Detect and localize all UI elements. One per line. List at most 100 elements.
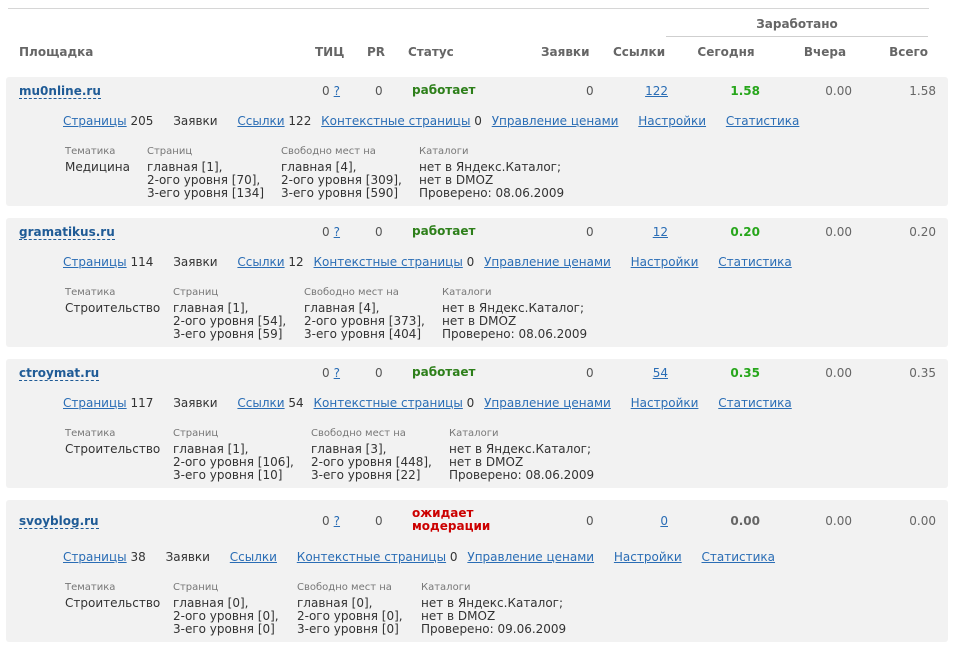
earned-divider (666, 36, 928, 37)
tic-value: 0? (322, 225, 340, 239)
theme-label: Тематика (65, 146, 116, 157)
settings-link[interactable]: Настройки (613, 550, 682, 564)
requests-label: Заявки (165, 550, 210, 564)
free-places-label: Свободно мест на (311, 428, 406, 439)
requests-label: Заявки (173, 114, 218, 128)
earned-today: 0.20 (730, 225, 760, 239)
free-line: 2-ого уровня [309], (281, 173, 402, 187)
pages-label: Страниц (173, 428, 219, 439)
requests-label: Заявки (173, 396, 218, 410)
tic-value: 0? (322, 84, 340, 98)
column-header-total: Всего (889, 45, 928, 59)
site-card: svoyblog.ru 0? 0 ожидает модерации 0 0 0… (6, 500, 948, 642)
pages-column: Страниц главная [1], 2-ого уровня [106],… (173, 427, 294, 482)
settings-link[interactable]: Настройки (638, 114, 707, 128)
tic-value: 0? (322, 514, 340, 528)
links-link[interactable]: Ссылки (237, 255, 285, 269)
tic-help-link[interactable]: ? (333, 514, 341, 528)
earned-yesterday: 0.00 (825, 84, 852, 98)
catalog-line: нет в Яндекс.Каталог; (419, 160, 562, 174)
site-actions: Страницы 117 Заявки Ссылки 54 Контекстны… (63, 396, 792, 410)
statistics-link[interactable]: Статистика (718, 396, 792, 410)
earned-total: 0.00 (909, 514, 936, 528)
statistics-link[interactable]: Статистика (701, 550, 776, 564)
theme-value: Строительство (65, 301, 161, 315)
site-name-link[interactable]: svoyblog.ru (19, 514, 99, 529)
pages-line: 3-его уровня [59] (173, 327, 283, 341)
pages-link[interactable]: Страницы (63, 550, 127, 564)
free-line: 3-его уровня [590] (281, 186, 399, 200)
pr-value: 0 (375, 514, 383, 528)
price-management-link[interactable]: Управление ценами (484, 255, 611, 269)
pages-line: 3-его уровня [10] (173, 468, 283, 482)
status-line-1: ожидает (412, 506, 474, 520)
context-pages-link[interactable]: Контекстные страницы (313, 396, 463, 410)
column-header-today: Сегодня (697, 45, 755, 59)
free-places-label: Свободно мест на (304, 287, 399, 298)
links-count-link[interactable]: 54 (652, 366, 668, 380)
statistics-link[interactable]: Статистика (725, 114, 800, 128)
catalogs-label: Каталоги (442, 287, 492, 298)
statistics-link[interactable]: Статистика (718, 255, 792, 269)
pr-value: 0 (375, 366, 383, 380)
earned-header: Заработано (756, 17, 838, 31)
tic-help-link[interactable]: ? (333, 366, 341, 380)
pages-line: 2-ого уровня [106], (173, 455, 294, 469)
site-name-link[interactable]: ctroymat.ru (19, 366, 100, 381)
links-total: 12 (288, 255, 304, 269)
price-management-link[interactable]: Управление ценами (491, 114, 619, 128)
pages-column: Страниц главная [1], 2-ого уровня [70], … (147, 145, 264, 200)
pages-line: 3-его уровня [134] (147, 186, 265, 200)
tic-help-link[interactable]: ? (333, 84, 341, 98)
settings-link[interactable]: Настройки (630, 255, 699, 269)
context-pages-link[interactable]: Контекстные страницы (321, 114, 471, 128)
column-header-yesterday: Вчера (803, 45, 847, 59)
links-link[interactable]: Ссылки (229, 550, 277, 564)
catalog-line: нет в DMOZ (421, 609, 496, 623)
theme-column: Тематика Строительство (65, 427, 160, 456)
links-count-link[interactable]: 12 (652, 225, 668, 239)
links-count-link[interactable]: 0 (660, 514, 668, 528)
earned-today: 0.35 (730, 366, 760, 380)
pages-line: 2-ого уровня [70], (147, 173, 261, 187)
site-card: gramatikus.ru 0? 0 работает 0 12 0.20 0.… (6, 218, 948, 347)
site-name-link[interactable]: gramatikus.ru (19, 225, 115, 240)
catalog-line: Проверено: 09.06.2009 (421, 622, 567, 636)
context-count: 0 (466, 396, 475, 410)
site-card: ctroymat.ru 0? 0 работает 0 54 0.35 0.00… (6, 359, 948, 488)
pages-link[interactable]: Страницы (63, 255, 127, 269)
pages-link[interactable]: Страницы (63, 114, 127, 128)
earned-total: 0.35 (909, 366, 936, 380)
pages-column: Страниц главная [1], 2-ого уровня [54], … (173, 286, 286, 341)
pages-column: Страниц главная [0], 2-ого уровня [0], 3… (173, 581, 279, 636)
theme-label: Тематика (65, 287, 116, 298)
links-link[interactable]: Ссылки (237, 396, 285, 410)
pages-link[interactable]: Страницы (63, 396, 127, 410)
earned-total: 1.58 (909, 84, 936, 98)
links-link[interactable]: Ссылки (237, 114, 285, 128)
settings-link[interactable]: Настройки (630, 396, 699, 410)
catalogs-label: Каталоги (449, 428, 499, 439)
pr-value: 0 (375, 225, 383, 239)
price-management-link[interactable]: Управление ценами (484, 396, 611, 410)
site-name-link[interactable]: mu0nline.ru (19, 84, 101, 99)
requests-count: 0 (586, 366, 594, 380)
theme-column: Тематика Строительство (65, 581, 160, 610)
context-pages-link[interactable]: Контекстные страницы (296, 550, 447, 564)
catalogs-column: Каталоги нет в Яндекс.Каталог; нет в DMO… (442, 286, 587, 341)
free-places-label: Свободно мест на (297, 582, 392, 593)
links-count-link[interactable]: 122 (645, 84, 668, 98)
pages-label: Страниц (173, 287, 219, 298)
tic-help-link[interactable]: ? (333, 225, 341, 239)
free-line: 3-его уровня [22] (311, 468, 421, 482)
pages-count: 117 (130, 396, 154, 410)
earned-total: 0.20 (909, 225, 936, 239)
free-places-column: Свободно мест на главная [0], 2-ого уров… (297, 581, 403, 636)
context-pages-link[interactable]: Контекстные страницы (313, 255, 463, 269)
pages-line: главная [1], (173, 442, 249, 456)
column-header-requests: Заявки (541, 45, 590, 59)
pages-count: 38 (130, 550, 146, 564)
theme-label: Тематика (65, 428, 116, 439)
price-management-link[interactable]: Управление ценами (467, 550, 595, 564)
theme-value: Строительство (65, 442, 161, 456)
